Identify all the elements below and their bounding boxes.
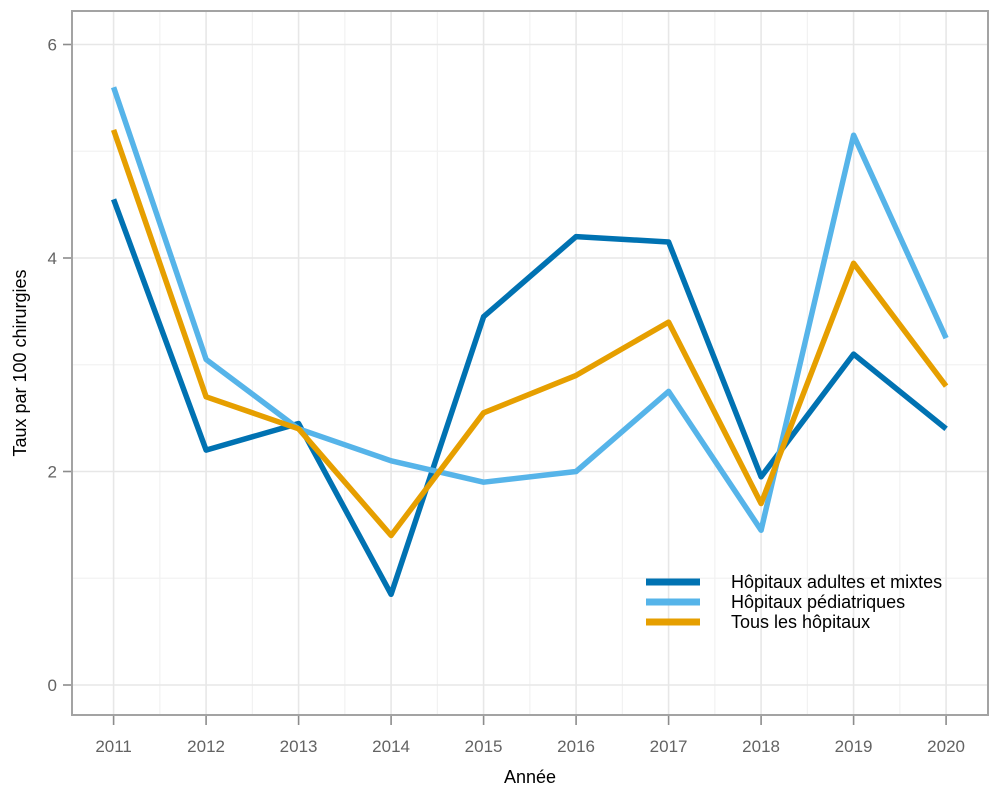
x-tick-label: 2013 [280, 737, 318, 756]
x-tick-label: 2016 [557, 737, 595, 756]
legend-label-pediatriques: Hôpitaux pédiatriques [731, 592, 905, 612]
legend-label-adultes: Hôpitaux adultes et mixtes [731, 572, 942, 592]
x-tick-label: 2020 [927, 737, 965, 756]
y-axis-title: Taux par 100 chirurgies [10, 269, 30, 456]
series-line-tous [111, 128, 949, 539]
x-tick-label: 2012 [187, 737, 225, 756]
y-tick-label: 2 [48, 463, 57, 482]
x-tick-label: 2018 [742, 737, 780, 756]
x-tick-label: 2014 [372, 737, 410, 756]
x-tick-label: 2015 [465, 737, 503, 756]
series-line-pediatriques [110, 86, 949, 533]
panel-border [71, 10, 989, 716]
y-tick-label: 6 [48, 36, 57, 55]
y-tick-label: 0 [48, 676, 57, 695]
x-axis-title: Année [504, 767, 556, 787]
series-line-adultes [111, 198, 948, 598]
legend-label-tous: Tous les hôpitaux [731, 612, 870, 632]
x-tick-label: 2011 [95, 737, 132, 756]
y-tick-label: 4 [48, 249, 57, 268]
x-tick-label: 2017 [650, 737, 688, 756]
x-tick-label: 2019 [835, 737, 873, 756]
